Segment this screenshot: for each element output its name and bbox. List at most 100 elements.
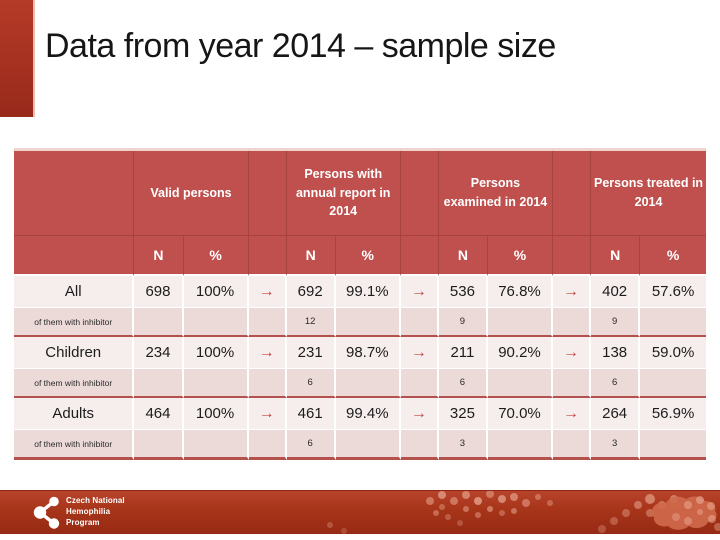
arrow-spacer: [400, 430, 439, 460]
cell-annual-n: 461: [286, 398, 336, 430]
subheader-pct: %: [335, 236, 401, 276]
cell-annual-pct: [335, 369, 401, 398]
arrow-icon: →: [553, 276, 592, 308]
cell-examined-pct: 76.8%: [487, 276, 554, 308]
cell-annual-pct: 99.4%: [335, 398, 401, 430]
cell-valid-n: [134, 430, 184, 460]
subheader-pct: %: [487, 236, 554, 276]
cell-valid-pct: [183, 369, 249, 398]
cell-annual-n: 231: [286, 337, 336, 369]
org-name-line: Hemophilia: [66, 507, 111, 517]
arrow-icon: →: [400, 337, 439, 369]
cell-treated-pct: 59.0%: [640, 337, 706, 369]
cell-annual-n: 6: [286, 369, 336, 398]
arrow-icon: →: [400, 276, 439, 308]
slide-title: Data from year 2014 – sample size: [45, 27, 556, 65]
cell-examined-pct: [487, 308, 554, 337]
cell-valid-pct: 100%: [183, 337, 249, 369]
row-label: Children: [14, 337, 135, 369]
subheader-n: N: [134, 236, 184, 276]
row-label: of them with inhibitor: [14, 430, 135, 460]
arrow-icon: →: [248, 337, 287, 369]
arrow-spacer: [248, 308, 287, 337]
cell-examined-pct: 90.2%: [487, 337, 554, 369]
row-children-inhibitor: of them with inhibitor 6 6 6: [14, 369, 706, 398]
cell-treated-n: 6: [591, 369, 641, 398]
org-logo: Czech National Hemophilia Program: [33, 496, 125, 529]
cell-annual-pct: 99.1%: [335, 276, 401, 308]
cell-examined-pct: [487, 430, 554, 460]
header-spacer: [248, 236, 287, 276]
row-label: of them with inhibitor: [14, 308, 135, 337]
col-group-annual-report: Persons with annual report in 2014: [286, 151, 401, 236]
cell-annual-pct: [335, 308, 401, 337]
row-all: All 698 100% → 692 99.1% → 536 76.8% → 4…: [14, 276, 706, 308]
subheader-pct: %: [183, 236, 249, 276]
arrow-spacer: [248, 369, 287, 398]
cell-annual-pct: [335, 430, 401, 460]
header-spacer: [400, 236, 439, 276]
subheader-n: N: [591, 236, 641, 276]
row-label: Adults: [14, 398, 135, 430]
cell-treated-n: 3: [591, 430, 641, 460]
row-label: All: [14, 276, 135, 308]
org-name: Czech National Hemophilia Program: [66, 496, 125, 528]
cell-valid-pct: [183, 308, 249, 337]
cell-examined-n: 211: [438, 337, 488, 369]
arrow-icon: →: [553, 398, 592, 430]
row-children: Children 234 100% → 231 98.7% → 211 90.2…: [14, 337, 706, 369]
arrow-icon: →: [400, 398, 439, 430]
header-group-row: Valid persons Persons with annual report…: [14, 151, 706, 236]
col-group-treated: Persons treated in 2014: [591, 151, 706, 236]
cell-valid-pct: 100%: [183, 276, 249, 308]
subheader-n: N: [286, 236, 336, 276]
arrow-spacer: [248, 430, 287, 460]
cell-examined-n: 325: [438, 398, 488, 430]
cell-valid-n: 464: [134, 398, 184, 430]
czech-map-shape: [651, 496, 717, 530]
header-spacer: [248, 151, 287, 236]
cell-valid-n: [134, 308, 184, 337]
cell-treated-n: 264: [591, 398, 641, 430]
arrow-icon: →: [248, 276, 287, 308]
cell-valid-n: 698: [134, 276, 184, 308]
arrow-spacer: [553, 308, 592, 337]
cell-annual-pct: 98.7%: [335, 337, 401, 369]
cell-treated-n: 138: [591, 337, 641, 369]
cell-treated-pct: 57.6%: [640, 276, 706, 308]
cell-annual-n: 692: [286, 276, 336, 308]
col-group-examined: Persons examined in 2014: [438, 151, 554, 236]
arrow-spacer: [400, 369, 439, 398]
row-all-inhibitor: of them with inhibitor 12 9 9: [14, 308, 706, 337]
cell-treated-n: 9: [591, 308, 641, 337]
org-name-line: Program: [66, 517, 100, 527]
cell-examined-n: 536: [438, 276, 488, 308]
arrow-spacer: [553, 430, 592, 460]
cell-valid-n: [134, 369, 184, 398]
org-name-line: Czech National: [66, 496, 125, 506]
cell-annual-n: 12: [286, 308, 336, 337]
cell-valid-pct: 100%: [183, 398, 249, 430]
cell-treated-n: 402: [591, 276, 641, 308]
cell-treated-pct: [640, 369, 706, 398]
cell-examined-pct: [487, 369, 554, 398]
cell-examined-n: 6: [438, 369, 488, 398]
row-adults-inhibitor: of them with inhibitor 6 3 3: [14, 430, 706, 460]
header-label-cell: [14, 236, 135, 276]
bottom-white-strip: [0, 534, 720, 540]
header-spacer: [553, 151, 592, 236]
arrow-icon: →: [553, 337, 592, 369]
cell-examined-n: 3: [438, 430, 488, 460]
footer-bar: Czech National Hemophilia Program: [0, 490, 720, 535]
footer-dots-pattern: [327, 491, 720, 534]
header-spacer: [553, 236, 592, 276]
cell-valid-pct: [183, 430, 249, 460]
cell-examined-pct: 70.0%: [487, 398, 554, 430]
subheader-n: N: [438, 236, 488, 276]
header-label-cell: [14, 151, 135, 236]
molecule-icon: [33, 496, 60, 529]
cell-annual-n: 6: [286, 430, 336, 460]
sample-size-table: Valid persons Persons with annual report…: [14, 148, 706, 460]
col-group-valid-persons: Valid persons: [134, 151, 249, 236]
